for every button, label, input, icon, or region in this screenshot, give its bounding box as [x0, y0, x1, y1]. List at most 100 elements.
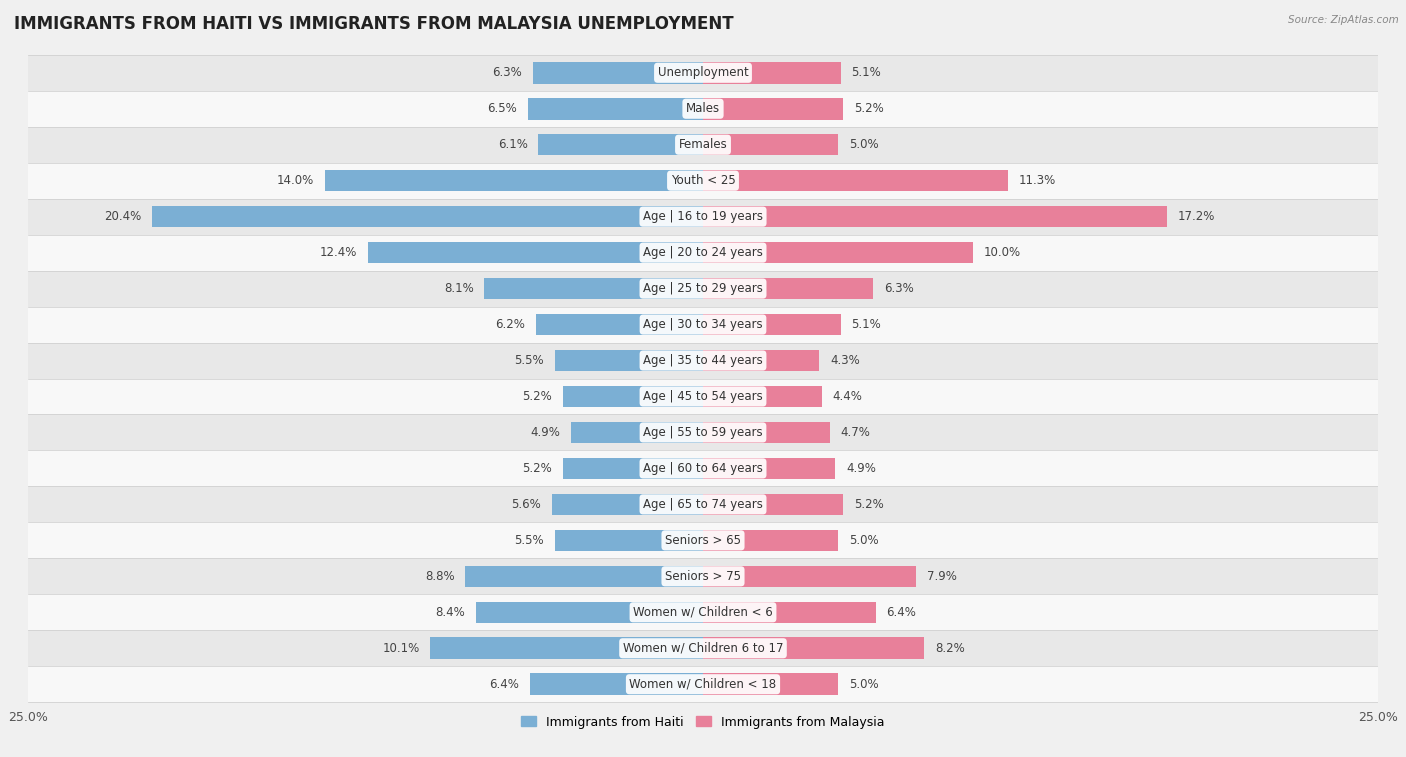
Bar [703, 170, 1008, 192]
Text: Age | 16 to 19 years: Age | 16 to 19 years [643, 210, 763, 223]
Text: IMMIGRANTS FROM HAITI VS IMMIGRANTS FROM MALAYSIA UNEMPLOYMENT: IMMIGRANTS FROM HAITI VS IMMIGRANTS FROM… [14, 15, 734, 33]
Text: Seniors > 65: Seniors > 65 [665, 534, 741, 547]
Text: 5.2%: 5.2% [855, 102, 884, 115]
Bar [554, 530, 703, 551]
Text: 5.1%: 5.1% [852, 318, 882, 331]
Bar [28, 559, 1378, 594]
Text: 4.9%: 4.9% [530, 426, 560, 439]
Bar [430, 637, 703, 659]
Text: 5.1%: 5.1% [852, 67, 882, 79]
Bar [530, 674, 703, 695]
Text: Age | 30 to 34 years: Age | 30 to 34 years [643, 318, 763, 331]
Text: 17.2%: 17.2% [1178, 210, 1216, 223]
Text: Age | 25 to 29 years: Age | 25 to 29 years [643, 282, 763, 295]
Bar [703, 494, 844, 516]
Text: 7.9%: 7.9% [927, 570, 957, 583]
Bar [703, 313, 841, 335]
Bar [527, 98, 703, 120]
Text: 11.3%: 11.3% [1019, 174, 1056, 187]
Bar [703, 134, 838, 155]
Text: Females: Females [679, 139, 727, 151]
Bar [28, 594, 1378, 631]
Text: 5.0%: 5.0% [849, 534, 879, 547]
Bar [28, 666, 1378, 702]
Bar [703, 241, 973, 263]
Text: 4.7%: 4.7% [841, 426, 870, 439]
Bar [28, 342, 1378, 378]
Bar [703, 637, 924, 659]
Bar [484, 278, 703, 299]
Text: 8.8%: 8.8% [425, 570, 454, 583]
Text: 12.4%: 12.4% [321, 246, 357, 259]
Text: 5.5%: 5.5% [515, 354, 544, 367]
Bar [538, 134, 703, 155]
Text: 5.6%: 5.6% [512, 498, 541, 511]
Bar [28, 235, 1378, 270]
Text: Age | 45 to 54 years: Age | 45 to 54 years [643, 390, 763, 403]
Text: 5.0%: 5.0% [849, 678, 879, 690]
Text: 8.1%: 8.1% [444, 282, 474, 295]
Text: 6.3%: 6.3% [884, 282, 914, 295]
Bar [562, 386, 703, 407]
Text: Seniors > 75: Seniors > 75 [665, 570, 741, 583]
Bar [28, 91, 1378, 126]
Text: Age | 65 to 74 years: Age | 65 to 74 years [643, 498, 763, 511]
Text: 6.5%: 6.5% [486, 102, 517, 115]
Bar [703, 206, 1167, 227]
Bar [28, 450, 1378, 487]
Bar [703, 62, 841, 83]
Text: Age | 60 to 64 years: Age | 60 to 64 years [643, 462, 763, 475]
Bar [152, 206, 703, 227]
Text: 5.5%: 5.5% [515, 534, 544, 547]
Text: 14.0%: 14.0% [277, 174, 315, 187]
Text: Women w/ Children < 6: Women w/ Children < 6 [633, 606, 773, 618]
Text: 6.3%: 6.3% [492, 67, 522, 79]
Text: 5.0%: 5.0% [849, 139, 879, 151]
Bar [533, 62, 703, 83]
Bar [28, 163, 1378, 198]
Text: Women w/ Children 6 to 17: Women w/ Children 6 to 17 [623, 642, 783, 655]
Text: Age | 20 to 24 years: Age | 20 to 24 years [643, 246, 763, 259]
Bar [28, 487, 1378, 522]
Text: Source: ZipAtlas.com: Source: ZipAtlas.com [1288, 15, 1399, 25]
Bar [703, 674, 838, 695]
Bar [703, 98, 844, 120]
Text: Unemployment: Unemployment [658, 67, 748, 79]
Text: 4.3%: 4.3% [830, 354, 859, 367]
Bar [703, 565, 917, 587]
Text: Youth < 25: Youth < 25 [671, 174, 735, 187]
Text: 5.2%: 5.2% [855, 498, 884, 511]
Text: Age | 35 to 44 years: Age | 35 to 44 years [643, 354, 763, 367]
Bar [554, 350, 703, 371]
Text: 5.2%: 5.2% [522, 390, 551, 403]
Bar [368, 241, 703, 263]
Text: 4.4%: 4.4% [832, 390, 862, 403]
Text: Women w/ Children < 18: Women w/ Children < 18 [630, 678, 776, 690]
Text: 6.4%: 6.4% [489, 678, 519, 690]
Bar [571, 422, 703, 444]
Text: 4.9%: 4.9% [846, 462, 876, 475]
Text: Age | 55 to 59 years: Age | 55 to 59 years [643, 426, 763, 439]
Bar [562, 458, 703, 479]
Bar [536, 313, 703, 335]
Legend: Immigrants from Haiti, Immigrants from Malaysia: Immigrants from Haiti, Immigrants from M… [516, 711, 890, 734]
Text: 6.1%: 6.1% [498, 139, 527, 151]
Bar [28, 631, 1378, 666]
Text: 6.4%: 6.4% [887, 606, 917, 618]
Bar [28, 55, 1378, 91]
Bar [28, 126, 1378, 163]
Bar [551, 494, 703, 516]
Bar [28, 270, 1378, 307]
Bar [703, 386, 821, 407]
Bar [703, 278, 873, 299]
Text: 6.2%: 6.2% [495, 318, 524, 331]
Text: 8.2%: 8.2% [935, 642, 965, 655]
Text: 20.4%: 20.4% [104, 210, 142, 223]
Text: 10.0%: 10.0% [984, 246, 1021, 259]
Bar [703, 530, 838, 551]
Text: Males: Males [686, 102, 720, 115]
Bar [703, 602, 876, 623]
Bar [477, 602, 703, 623]
Bar [703, 422, 830, 444]
Bar [28, 415, 1378, 450]
